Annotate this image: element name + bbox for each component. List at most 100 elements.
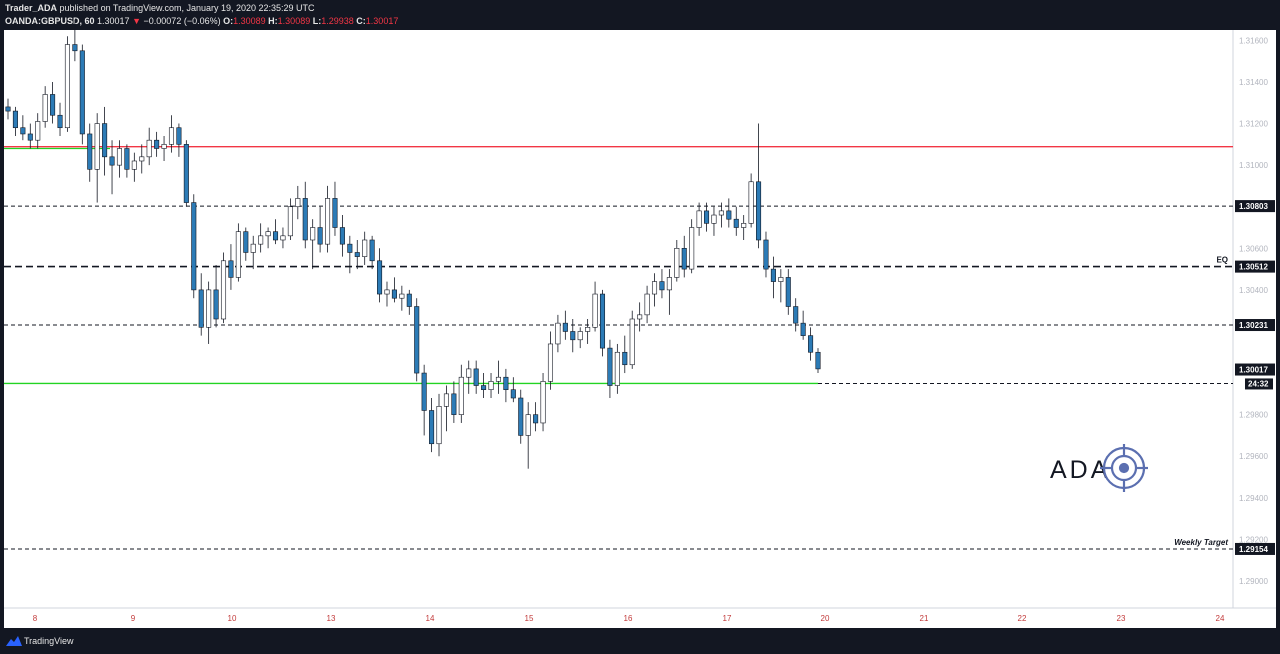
tradingview-brand[interactable]: TradingView — [24, 636, 74, 646]
candle-body — [124, 148, 130, 170]
candle-body — [421, 372, 427, 411]
candle-body — [57, 114, 63, 129]
candle-body — [451, 393, 457, 415]
high-value: 1.30089 — [277, 16, 311, 26]
y-tick-label: 1.30600 — [1239, 244, 1268, 253]
candle-body — [607, 347, 613, 386]
candle-body — [310, 227, 316, 241]
candle-body — [808, 335, 814, 353]
candle-body — [332, 198, 338, 228]
candle-body — [540, 381, 546, 424]
time-axis[interactable] — [4, 608, 1276, 628]
y-tick-label: 1.31000 — [1239, 161, 1268, 170]
candle-body — [585, 327, 591, 332]
candle-body — [704, 210, 710, 224]
candle-body — [228, 260, 234, 278]
candle-body — [295, 198, 301, 208]
x-tick-label: 13 — [327, 614, 336, 623]
candle-body — [50, 94, 56, 116]
candle-body — [176, 127, 182, 145]
candle-body — [406, 293, 412, 307]
candle-body — [369, 239, 375, 262]
candle-body — [347, 243, 353, 253]
candle-body — [72, 44, 78, 52]
candle-body — [562, 322, 568, 332]
candle-body — [778, 277, 784, 282]
candle-body — [503, 376, 509, 390]
candle-body — [518, 397, 524, 436]
high-label: H: — [268, 16, 278, 26]
candle-body — [362, 239, 368, 257]
candle-body — [191, 202, 197, 291]
candle-body — [436, 406, 442, 445]
y-tick-label: 1.29400 — [1239, 494, 1268, 503]
candle-body — [35, 121, 41, 141]
countdown-label: 24:32 — [1248, 379, 1269, 388]
price-change: −0.00072 (−0.06%) — [143, 16, 221, 26]
y-tick-label: 1.29000 — [1239, 577, 1268, 586]
down-arrow-icon: ▼ — [132, 16, 142, 26]
candle-body — [815, 351, 821, 370]
current-price-label: 1.30017 — [1239, 366, 1268, 375]
candle-body — [800, 322, 806, 336]
candle-body — [5, 106, 11, 112]
candle-body — [577, 331, 583, 341]
plot-area[interactable] — [4, 30, 1233, 608]
candle-body — [599, 293, 606, 349]
candle-body — [146, 139, 152, 158]
candle-body — [250, 243, 256, 253]
y-tick-label: 1.29600 — [1239, 452, 1268, 461]
candle-body — [481, 385, 487, 390]
low-label: L: — [312, 16, 322, 26]
candle-body — [64, 44, 70, 129]
candle-body — [637, 314, 643, 320]
candle-body — [391, 289, 397, 299]
price-axis[interactable] — [1233, 30, 1276, 608]
candle-body — [154, 139, 160, 149]
x-tick-label: 16 — [624, 614, 633, 623]
candle-body — [785, 277, 791, 307]
y-tick-label: 1.30400 — [1239, 286, 1268, 295]
price-label: 1.30803 — [1239, 202, 1268, 211]
candle-body — [79, 50, 85, 135]
candle-body — [659, 281, 665, 291]
candle-body — [131, 160, 137, 170]
candle-body — [666, 277, 672, 291]
countdown-label-bg — [1245, 378, 1273, 390]
price-chart[interactable]: 1.31600 1.31400 1.31200 1.31000 1.30600 1.304… — [0, 0, 1280, 628]
level-annotation: EQ — [1216, 256, 1228, 265]
footer-bar: TradingView — [0, 628, 1280, 654]
candle-body — [42, 94, 48, 122]
candle-body — [94, 123, 100, 170]
candle-body — [206, 289, 212, 328]
open-label: O: — [223, 16, 234, 26]
candle-body — [711, 214, 717, 224]
candle-body — [139, 156, 145, 162]
candle-body — [27, 133, 33, 141]
candle-body — [681, 248, 687, 270]
y-tick-label: 1.31200 — [1239, 120, 1268, 129]
candle-body — [718, 210, 724, 216]
ada-logo-text: ADA — [1050, 456, 1110, 484]
publisher-name[interactable]: Trader_ADA — [5, 3, 58, 13]
candle-body — [458, 376, 464, 415]
candle-body — [399, 293, 405, 299]
candle-body — [473, 368, 479, 386]
current-price-label-bg — [1235, 363, 1275, 376]
symbol-label[interactable]: OANDA:GBPUSD, 60 — [5, 16, 95, 26]
candle-body — [213, 289, 219, 320]
candle-body — [651, 281, 658, 295]
candle-body — [280, 235, 286, 241]
x-tick-label: 23 — [1117, 614, 1126, 623]
candle-body — [763, 239, 769, 270]
x-tick-label: 14 — [426, 614, 435, 623]
low-value: 1.29938 — [321, 16, 354, 26]
price-label-bg — [1235, 260, 1275, 273]
candle-body — [525, 414, 531, 436]
publish-text: published on TradingView.com, January 19… — [59, 3, 315, 13]
ohlc-legend: OANDA:GBPUSD, 60 1.30017 ▼ −0.00072 (−0.… — [5, 16, 398, 26]
candle-body — [592, 293, 598, 328]
candle-body — [235, 231, 241, 278]
y-tick-label: 1.31600 — [1239, 36, 1268, 45]
candle-body — [183, 144, 189, 203]
